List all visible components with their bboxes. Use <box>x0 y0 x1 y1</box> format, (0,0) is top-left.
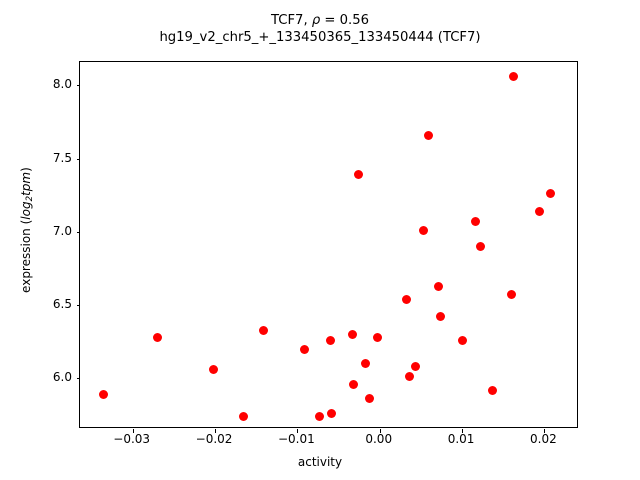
x-tick-mark <box>215 429 217 433</box>
data-point <box>534 206 544 216</box>
chart-title-line-2: hg19_v2_chr5_+_133450365_133450444 (TCF7… <box>159 30 481 45</box>
gene-name: TCF7 <box>270 13 304 28</box>
data-point <box>208 365 218 375</box>
y-axis-label: expression (log2tpm) <box>19 80 35 380</box>
data-point <box>152 332 162 342</box>
data-point <box>470 217 480 227</box>
data-point <box>418 225 428 235</box>
y-tick-mark <box>76 85 80 87</box>
data-point <box>259 325 269 335</box>
x-tick-mark <box>132 429 134 433</box>
x-axis-label: activity <box>297 455 343 469</box>
x-tick-mark <box>544 429 546 433</box>
data-point <box>423 130 433 140</box>
data-point <box>98 390 108 400</box>
plot-data-area <box>80 62 577 427</box>
y-tick-label: 7.5 <box>52 150 72 165</box>
data-point <box>327 409 337 419</box>
chart-title-line-1: TCF7, ρ = 0.56 <box>270 13 370 28</box>
y-tick-label: 6.0 <box>52 370 72 385</box>
data-point <box>372 332 382 342</box>
data-point <box>488 385 498 395</box>
data-point <box>325 335 335 345</box>
y-tick-mark <box>76 305 80 307</box>
data-point <box>475 242 485 252</box>
x-tick-label: 0.00 <box>365 432 393 446</box>
data-point <box>458 335 468 345</box>
x-tick-mark <box>379 429 381 433</box>
y-tick-label: 6.5 <box>52 297 72 312</box>
y-axis-label-math-arg: tpm <box>18 171 33 196</box>
data-point <box>238 412 248 422</box>
data-point <box>300 344 310 354</box>
x-tick-label: 0.01 <box>447 432 475 446</box>
data-point <box>353 170 363 180</box>
data-point <box>361 359 371 369</box>
y-tick-label: 7.0 <box>52 223 72 238</box>
data-point <box>348 379 358 389</box>
x-tick-label: −0.03 <box>113 432 151 446</box>
data-point <box>315 412 325 422</box>
plot-axes-frame <box>76 61 578 433</box>
rho-symbol: ρ <box>311 13 321 28</box>
data-point <box>401 294 411 304</box>
data-point <box>433 281 443 291</box>
x-tick-label: −0.02 <box>195 432 233 446</box>
y-tick-mark <box>76 231 80 233</box>
data-point <box>436 312 446 322</box>
x-tick-mark <box>297 429 299 433</box>
data-point <box>348 330 358 339</box>
y-axis-label-math-sub: 2 <box>25 195 36 202</box>
y-tick-label: 8.0 <box>52 77 72 92</box>
data-point <box>364 394 374 404</box>
x-tick-label: −0.01 <box>277 432 315 446</box>
y-axis-label-suffix: ) <box>18 167 33 172</box>
chart-title: TCF7, ρ = 0.56 hg19_v2_chr5_+_133450365_… <box>0 12 640 46</box>
x-tick-mark <box>462 429 464 433</box>
y-tick-mark <box>76 158 80 160</box>
data-point <box>411 362 421 372</box>
x-tick-label: 0.02 <box>530 432 557 446</box>
y-tick-mark <box>76 378 80 380</box>
y-axis-label-math-base: log <box>18 201 33 220</box>
rho-value: 0.56 <box>339 13 370 28</box>
data-point <box>545 189 555 199</box>
data-point <box>506 290 516 300</box>
data-point <box>508 72 518 82</box>
y-axis-label-prefix: expression ( <box>18 219 33 293</box>
data-point <box>404 372 414 382</box>
